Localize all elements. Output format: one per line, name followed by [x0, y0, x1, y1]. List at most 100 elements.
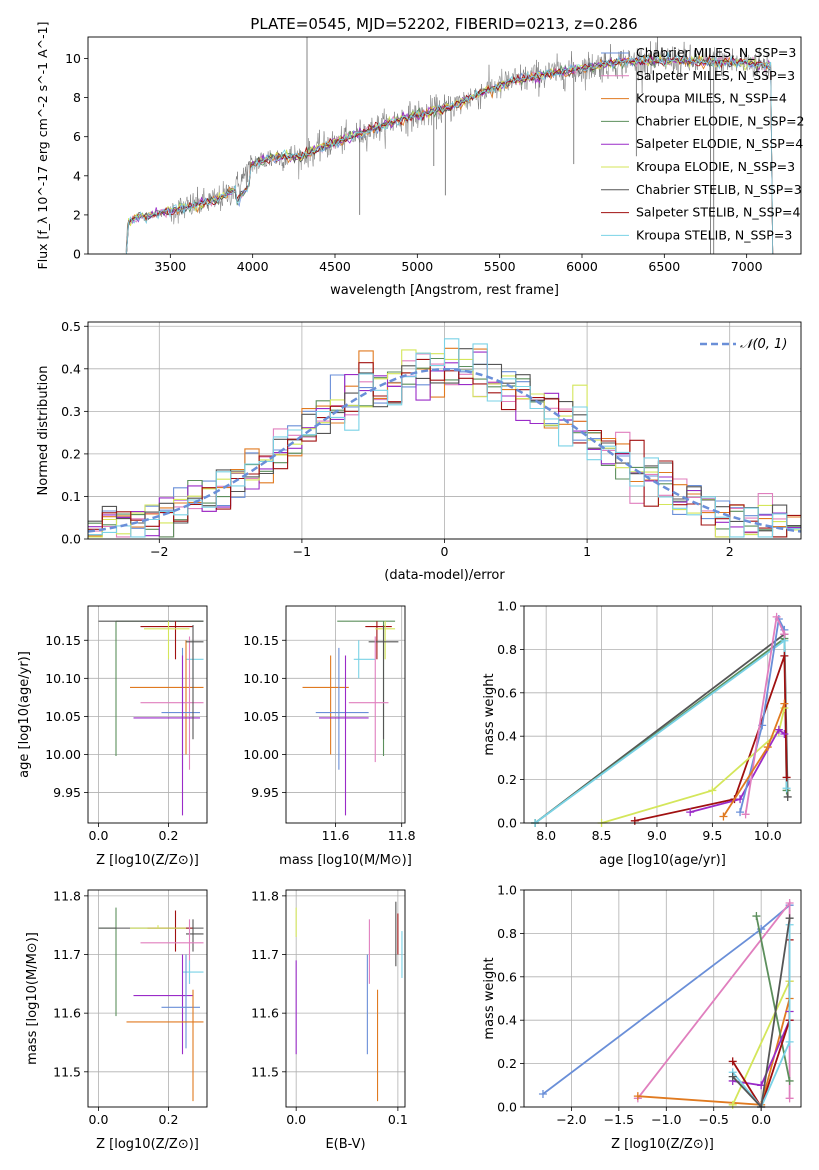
weight-marker	[783, 792, 792, 801]
axes-frame	[87, 605, 208, 824]
axes-frame	[523, 889, 802, 1108]
x-axis-label: (data-model)/error	[384, 568, 505, 583]
legend-label: Salpeter MILES, N_SSP=3	[636, 68, 795, 83]
x-tick-label: 0.2	[159, 828, 179, 843]
y-tick-label: 0.2	[497, 772, 517, 787]
y-tick-label: 10.00	[243, 747, 279, 762]
model-line	[122, 54, 774, 254]
y-tick-label: 10.10	[243, 671, 279, 686]
axes-frame	[523, 605, 802, 824]
y-tick-label: 1.0	[497, 599, 517, 614]
weight-line	[634, 655, 788, 822]
y-axis-label: Flux [f_λ 10^-17 erg cm^-2 s^-1 A^-1]	[35, 22, 50, 270]
y-tick-label: 10.15	[243, 633, 279, 648]
data-spectrum-line	[125, 37, 772, 253]
x-tick-label: 5000	[401, 259, 433, 274]
mass-weight-vs-metallicity-panel: −2.0 −1.5 −1.0 −0.5 0.0 0.0 0.2 0.4 0.6 0.8 1.0 Z […	[482, 883, 802, 1152]
weight-marker	[785, 1076, 794, 1085]
x-tick-label: 0.2	[159, 1112, 179, 1127]
histogram-step	[88, 351, 801, 537]
x-tick-label: −2.0	[556, 1112, 586, 1127]
model-line	[122, 54, 774, 254]
y-tick-label: 8	[73, 90, 81, 105]
x-tick-label: 3500	[154, 259, 186, 274]
weight-marker	[719, 812, 728, 821]
y-tick-label: 2	[73, 207, 81, 222]
y-axis-label: mass weight	[482, 673, 497, 755]
y-axis-label: age [log10(age/yr)]	[17, 651, 32, 778]
y-tick-label: 9.95	[53, 785, 81, 800]
axes-frame	[285, 605, 406, 824]
mass-vs-ebv-panel: 0.0 0.1 11.5 11.6 11.7 11.8 E(B-V)	[251, 888, 408, 1152]
y-tick-label: 0	[73, 247, 81, 262]
weight-marker	[630, 816, 639, 825]
x-tick-label: −0.5	[699, 1112, 729, 1127]
legend-label: Kroupa STELIB, N_SSP=3	[636, 227, 792, 242]
y-tick-label: 4	[73, 168, 81, 183]
weight-line	[601, 707, 786, 823]
y-tick-label: 0.4	[497, 1013, 517, 1028]
x-tick-label: 6000	[566, 259, 598, 274]
y-tick-label: 11.5	[53, 1064, 81, 1079]
x-tick-label: 9.5	[702, 828, 722, 843]
x-tick-label: 1	[583, 544, 591, 559]
x-tick-label: 5500	[484, 259, 516, 274]
weight-marker	[782, 773, 791, 782]
y-tick-label: 9.95	[251, 785, 279, 800]
model-line	[122, 53, 774, 254]
x-tick-label: 6500	[648, 259, 680, 274]
x-axis-label: mass [log10(M/M⊙)]	[279, 853, 412, 868]
weight-marker	[780, 651, 789, 660]
y-tick-label: 10.05	[45, 709, 81, 724]
y-tick-label: 11.7	[53, 947, 81, 962]
y-tick-label: 0.0	[61, 532, 81, 547]
x-axis-label: E(B-V)	[325, 1137, 365, 1152]
x-tick-label: 0.1	[388, 1112, 408, 1127]
x-tick-label: 0.0	[286, 1112, 306, 1127]
model-line	[122, 54, 774, 254]
weight-marker	[763, 743, 772, 752]
y-tick-label: 11.8	[251, 888, 279, 903]
x-tick-label: 0.0	[89, 828, 109, 843]
weight-marker	[772, 612, 781, 621]
axes-frame	[87, 321, 802, 540]
x-axis-label: age [log10(age/yr)]	[599, 853, 726, 868]
weight-marker	[780, 730, 789, 739]
x-tick-label: 9.0	[647, 828, 667, 843]
model-line	[122, 54, 774, 254]
y-axis-label: mass [log10(M/M⊙)]	[25, 932, 40, 1065]
x-tick-label: 4000	[237, 259, 269, 274]
normal-curve	[88, 368, 801, 533]
x-tick-label: 4500	[319, 259, 351, 274]
y-tick-label: 0.4	[61, 361, 81, 376]
figure-title: PLATE=0545, MJD=52202, FIBERID=0213, z=0…	[250, 15, 637, 33]
y-tick-label: 11.8	[53, 888, 81, 903]
weight-marker	[785, 1094, 794, 1103]
y-tick-label: 0.0	[497, 1100, 517, 1115]
weight-marker	[780, 699, 789, 708]
histogram-step	[88, 338, 801, 538]
y-tick-label: 0.4	[497, 729, 517, 744]
weight-line	[732, 918, 791, 1107]
axes-frame	[285, 889, 406, 1108]
spectrum-panel: 3500 4000 4500 5000 5500 6000 6500 7000 0 2 4 6 8 10 w…	[35, 22, 805, 298]
y-tick-label: 10.05	[243, 709, 279, 724]
y-tick-label: 0.2	[497, 1056, 517, 1071]
legend-label: Kroupa ELODIE, N_SSP=3	[636, 159, 795, 174]
mass-vs-metallicity-panel: 0.0 0.2 11.5 11.6 11.7 11.8 Z [log10(Z/Z⊙)] mas…	[25, 888, 208, 1152]
y-tick-label: 10.00	[45, 747, 81, 762]
y-tick-label: 0.6	[497, 969, 517, 984]
y-tick-label: 11.5	[251, 1064, 279, 1079]
weight-marker	[782, 784, 791, 793]
y-tick-label: 10	[65, 51, 81, 66]
weight-marker	[780, 630, 789, 639]
y-tick-label: 11.6	[53, 1006, 81, 1021]
weight-marker	[728, 1100, 737, 1109]
y-tick-label: 0.0	[497, 816, 517, 831]
legend-label: Chabrier MILES, N_SSP=3	[636, 45, 796, 60]
model-line	[122, 54, 774, 254]
weight-marker	[774, 725, 783, 734]
weight-marker	[736, 808, 745, 817]
x-tick-label: −1	[293, 544, 311, 559]
